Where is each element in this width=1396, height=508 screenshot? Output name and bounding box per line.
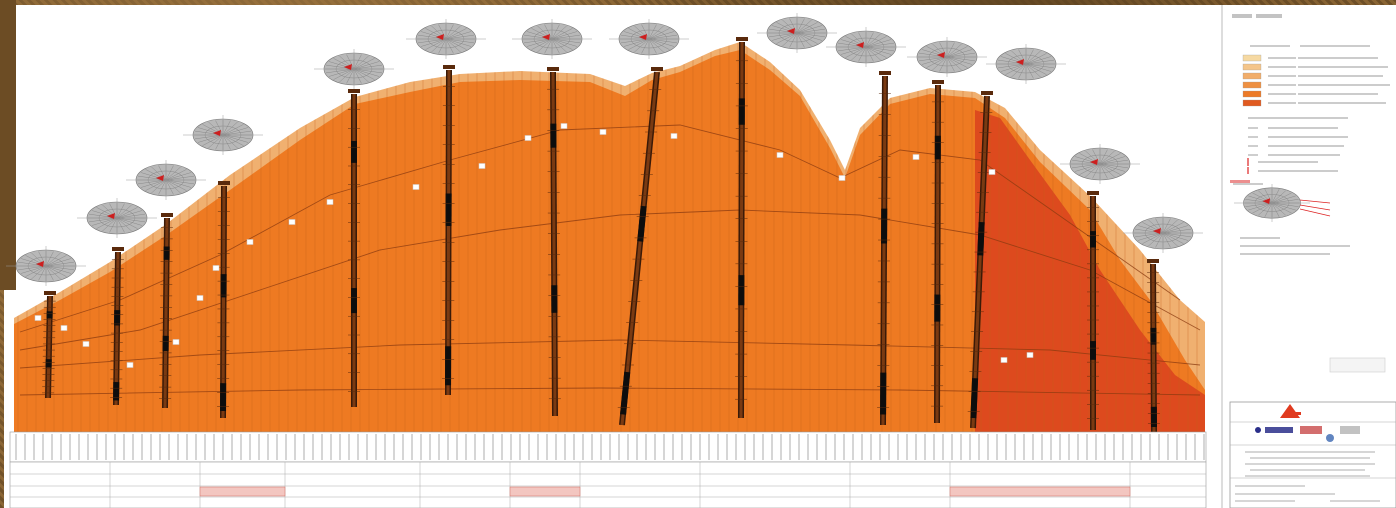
boreholes bbox=[42, 37, 1160, 433]
borehole-rose-icon bbox=[1060, 144, 1140, 184]
sample-marker bbox=[288, 219, 296, 225]
borehole bbox=[617, 67, 663, 426]
stereonet-symbols bbox=[6, 13, 1203, 286]
sample-marker bbox=[60, 325, 68, 331]
partner-logo-icon bbox=[1255, 426, 1360, 442]
sample-marker bbox=[126, 362, 134, 368]
sample-marker bbox=[82, 341, 90, 347]
borehole-rose-icon bbox=[126, 160, 206, 200]
borehole bbox=[442, 65, 455, 396]
borehole bbox=[1087, 191, 1099, 430]
sample-marker bbox=[478, 163, 486, 169]
photo-edge bbox=[0, 0, 16, 290]
borehole bbox=[735, 37, 748, 419]
borehole-rose-icon bbox=[6, 246, 86, 286]
borehole-rose-icon bbox=[826, 27, 906, 67]
borehole-rose-icon bbox=[512, 19, 592, 59]
borehole bbox=[217, 181, 230, 419]
sample-marker bbox=[988, 169, 996, 175]
sample-marker bbox=[560, 123, 568, 129]
borehole bbox=[42, 291, 56, 399]
sample-marker bbox=[34, 315, 42, 321]
borehole bbox=[348, 89, 360, 407]
borehole-rose-icon bbox=[757, 13, 837, 53]
sample-marker bbox=[196, 295, 204, 301]
sample-marker bbox=[838, 175, 846, 181]
sample-marker bbox=[212, 265, 220, 271]
borehole-rose-icon bbox=[1234, 184, 1310, 222]
borehole bbox=[877, 71, 891, 426]
borehole bbox=[931, 80, 944, 424]
sample-marker bbox=[326, 199, 334, 205]
borehole-rose-icon bbox=[183, 115, 263, 155]
borehole-rose-icon bbox=[314, 49, 394, 89]
borehole-rose-icon bbox=[406, 19, 486, 59]
borehole-rose-icon bbox=[609, 19, 689, 59]
company-logo-icon bbox=[1280, 404, 1301, 418]
sample-marker bbox=[599, 129, 607, 135]
sample-marker bbox=[412, 184, 420, 190]
borehole-rose-icon bbox=[77, 198, 157, 238]
borehole bbox=[547, 67, 561, 417]
sample-marker bbox=[912, 154, 920, 160]
main-bedrock-layer bbox=[14, 50, 1205, 432]
sample-marker bbox=[524, 135, 532, 141]
borehole-rose-icon bbox=[1123, 213, 1203, 253]
sample-marker bbox=[246, 239, 254, 245]
sample-marker bbox=[1026, 352, 1034, 358]
sample-marker bbox=[776, 152, 784, 158]
interpretation-lines bbox=[19, 124, 1201, 396]
sample-marker bbox=[172, 339, 180, 345]
distance-ruler bbox=[9, 431, 1207, 463]
borehole-rose-icon bbox=[907, 37, 987, 77]
borehole bbox=[110, 247, 124, 406]
sample-marker bbox=[1000, 357, 1008, 363]
borehole bbox=[967, 91, 993, 429]
borehole bbox=[1147, 259, 1160, 433]
borehole-rose-icon bbox=[986, 44, 1066, 84]
legend-panel bbox=[1221, 5, 1396, 508]
sample-markers bbox=[34, 123, 1034, 368]
sample-marker bbox=[670, 133, 678, 139]
profile-data-table bbox=[9, 461, 1207, 508]
borehole bbox=[159, 213, 173, 409]
